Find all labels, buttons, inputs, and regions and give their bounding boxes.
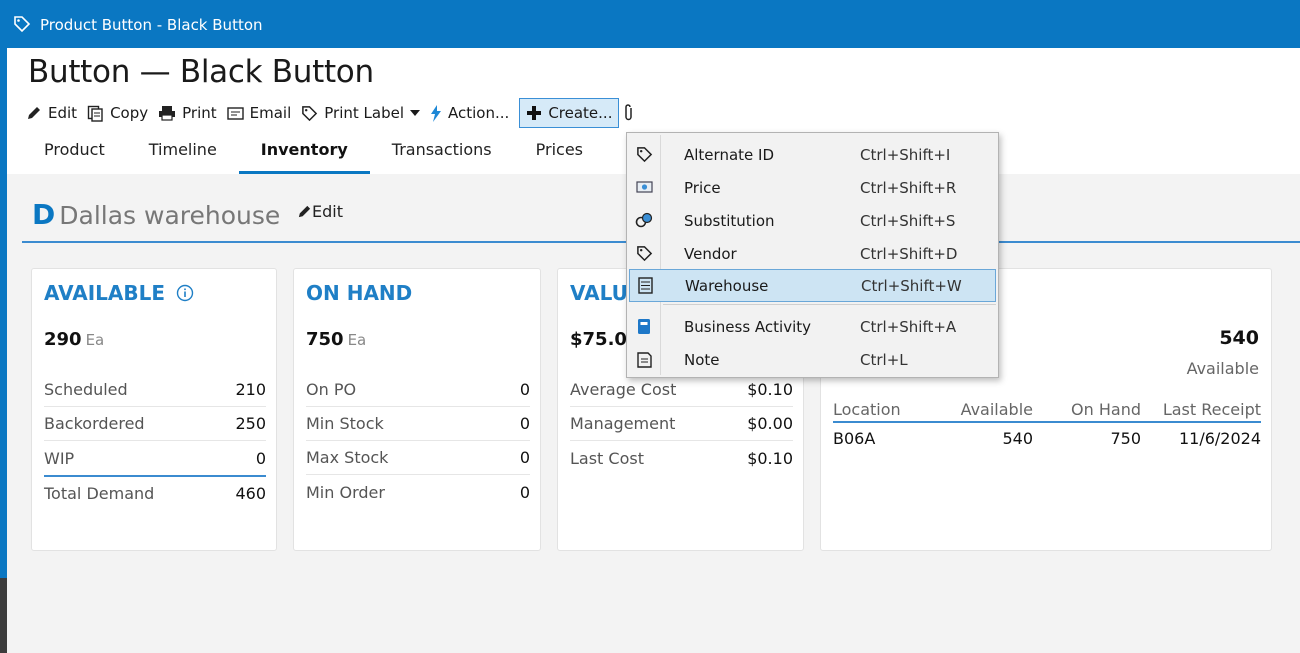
tab-bar: Product Timeline Inventory Transactions …	[22, 132, 605, 174]
tag-icon	[629, 146, 659, 163]
print-label-button[interactable]: Print Label	[297, 98, 426, 128]
email-label: Email	[249, 104, 292, 122]
window-titlebar: Product Button - Black Button	[0, 0, 1300, 48]
copy-button[interactable]: Copy	[83, 98, 154, 128]
price-icon	[629, 180, 659, 195]
menu-separator	[663, 304, 996, 305]
menu-icon-gutter	[660, 135, 661, 375]
list-item: Management $0.00	[570, 407, 793, 441]
action-button[interactable]: Action...	[426, 98, 515, 128]
list-item: WIP 0	[44, 448, 266, 468]
create-button[interactable]: Create...	[519, 98, 620, 128]
pencil-icon	[298, 205, 311, 218]
tab-transactions[interactable]: Transactions	[391, 140, 492, 159]
table-header: Location Available On Hand Last Receipt	[833, 397, 1261, 423]
available-card: AVAILABLE 290 Ea Scheduled 210 Backordered…	[31, 268, 277, 551]
last-receipt-cell: 11/6/2024	[1178, 428, 1261, 448]
note-icon	[629, 351, 659, 368]
tab-prices[interactable]: Prices	[535, 140, 584, 159]
email-icon	[226, 106, 244, 120]
value-rows: Average Cost $0.10 Management $0.00 Last C…	[570, 373, 793, 475]
on-hand-value: 750 Ea	[306, 329, 367, 350]
available-header: AVAILABLE	[44, 281, 194, 305]
copy-icon	[87, 105, 103, 122]
menu-item-price[interactable]: Price Ctrl+Shift+R	[629, 171, 996, 204]
toolbar: Edit Copy Print Email Print Label Action…	[22, 98, 647, 128]
menu-item-warehouse[interactable]: Warehouse Ctrl+Shift+W	[629, 269, 996, 302]
info-icon[interactable]	[176, 284, 194, 302]
substitution-icon	[629, 212, 659, 229]
warehouse-edit-button[interactable]: Edit	[297, 202, 343, 221]
list-item: Max Stock 0	[306, 441, 530, 475]
tag-icon	[14, 16, 31, 33]
column-header[interactable]: Available	[960, 399, 1033, 419]
print-button[interactable]: Print	[154, 98, 223, 128]
chevron-down-icon[interactable]	[410, 110, 421, 116]
list-item: On PO 0	[306, 373, 530, 407]
action-label: Action...	[448, 104, 510, 122]
value-title: VALU	[570, 281, 628, 305]
notebook-icon	[629, 318, 659, 335]
warehouse-title: D Dallas warehouse	[32, 198, 280, 231]
tab-timeline[interactable]: Timeline	[148, 140, 217, 159]
pencil-icon	[28, 107, 40, 119]
edit-label: Edit	[48, 104, 78, 122]
list-item: Min Stock 0	[306, 407, 530, 441]
list-item: Total Demand 460	[44, 475, 266, 509]
menu-item-substitution[interactable]: Substitution Ctrl+Shift+S	[629, 204, 996, 237]
print-label: Print	[182, 104, 217, 122]
column-header[interactable]: On Hand	[1071, 399, 1141, 419]
on-hand-rows: On PO 0 Min Stock 0 Max Stock 0 Min Order 0	[306, 373, 530, 509]
left-accent-strip	[0, 48, 7, 653]
plus-icon	[527, 106, 542, 120]
menu-item-note[interactable]: Note Ctrl+L	[629, 343, 996, 376]
locations-total: 540	[1219, 327, 1259, 349]
tag-icon	[302, 105, 318, 121]
edit-button[interactable]: Edit	[22, 98, 83, 128]
tab-product[interactable]: Product	[44, 140, 105, 159]
list-item: Last Cost $0.10	[570, 448, 793, 468]
list-item: Scheduled 210	[44, 373, 266, 407]
column-header[interactable]: Location	[833, 399, 901, 419]
lightning-icon	[431, 104, 442, 122]
available-cell: 540	[1002, 428, 1033, 448]
list-item: Min Order 0	[306, 482, 530, 502]
list-item: Average Cost $0.10	[570, 373, 793, 407]
printer-icon	[159, 106, 176, 121]
tag-icon	[629, 245, 659, 262]
attachment-button[interactable]	[619, 98, 647, 128]
window-title: Product Button - Black Button	[40, 16, 263, 34]
menu-item-alternate-id[interactable]: Alternate ID Ctrl+Shift+I	[629, 138, 996, 171]
locations-table: Location Available On Hand Last Receipt …	[833, 397, 1261, 453]
table-row[interactable]: B06A 540 750 11/6/2024	[833, 423, 1261, 453]
on-hand-title: ON HAND	[306, 281, 413, 305]
print-label-text: Print Label	[324, 104, 405, 122]
on-hand-cell: 750	[1110, 428, 1141, 448]
locations-total-label: Available	[1186, 359, 1259, 378]
column-header[interactable]: Last Receipt	[1162, 399, 1261, 419]
email-button[interactable]: Email	[223, 98, 298, 128]
create-label: Create...	[548, 104, 613, 122]
location-cell: B06A	[833, 428, 876, 448]
available-value: 290 Ea	[44, 329, 105, 350]
page-title: Button — Black Button	[28, 54, 374, 90]
list-item: Backordered 250	[44, 407, 266, 441]
value-amount: $75.0	[570, 329, 627, 350]
warehouse-icon	[630, 277, 660, 294]
menu-item-business-activity[interactable]: Business Activity Ctrl+Shift+A	[629, 310, 996, 343]
on-hand-card: ON HAND 750 Ea On PO 0 Min Stock 0 Max Stoc…	[293, 268, 541, 551]
create-menu: Alternate ID Ctrl+Shift+I Price Ctrl+Shi…	[626, 132, 999, 378]
tab-inventory[interactable]: Inventory	[238, 132, 370, 174]
available-title: AVAILABLE	[44, 281, 166, 305]
menu-item-vendor[interactable]: Vendor Ctrl+Shift+D	[629, 237, 996, 270]
paperclip-icon	[625, 104, 633, 121]
warehouse-name: Dallas warehouse	[59, 201, 281, 230]
available-rows: Scheduled 210 Backordered 250 WIP 0 Total D…	[44, 373, 266, 509]
copy-label: Copy	[110, 104, 149, 122]
warehouse-letter: D	[32, 198, 56, 231]
warehouse-edit-label: Edit	[312, 202, 343, 221]
